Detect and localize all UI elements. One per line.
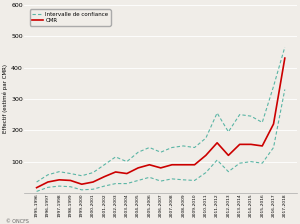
Text: © ONCFS: © ONCFS [6,219,29,224]
Legend: Intervalle de confiance, CMR: Intervalle de confiance, CMR [30,9,111,26]
Y-axis label: Effectif (estimé par CMR): Effectif (estimé par CMR) [3,64,8,133]
